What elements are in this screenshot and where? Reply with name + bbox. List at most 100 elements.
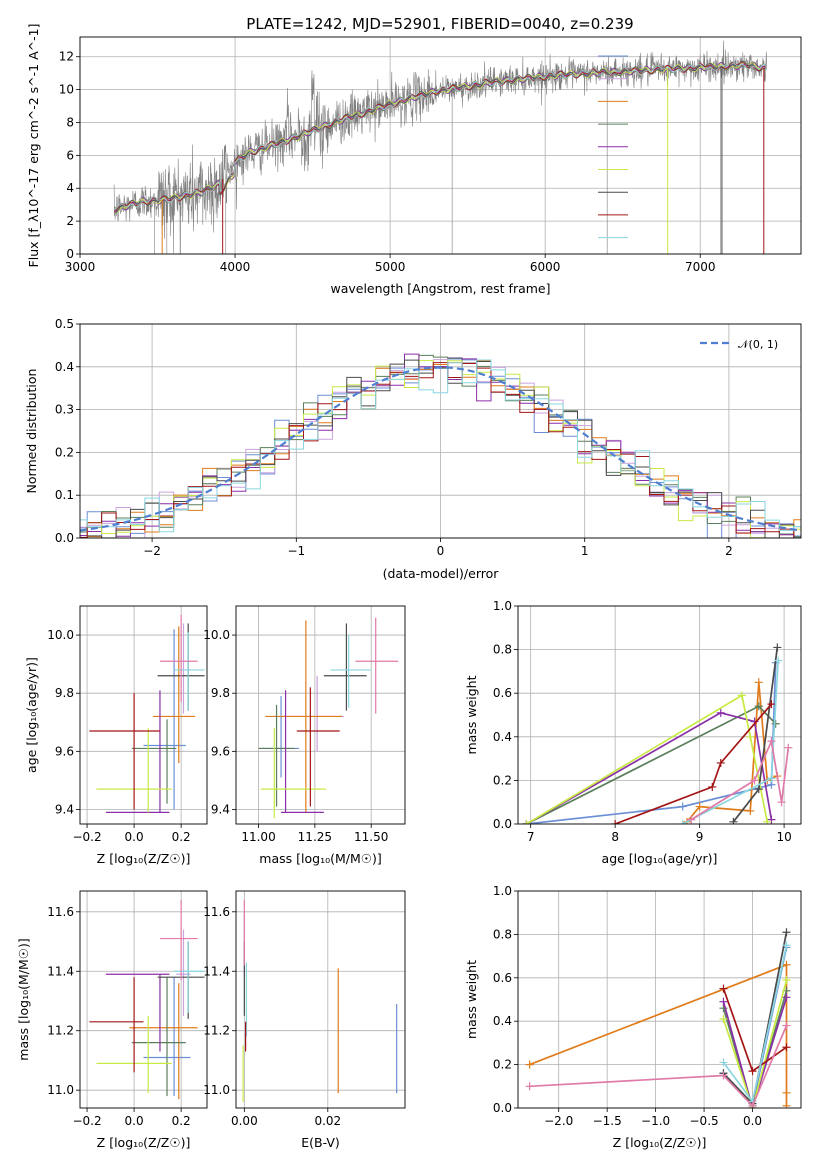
weight-marker <box>746 732 755 741</box>
y-tick-label: 11.0 <box>203 1083 230 1097</box>
weight-marker <box>695 802 704 811</box>
weight-line <box>529 1025 788 1108</box>
weight-marker <box>784 743 793 752</box>
weight-marker <box>522 820 531 824</box>
weight-line <box>614 703 773 824</box>
weight-marker <box>771 719 780 728</box>
errorbar-point <box>323 623 367 711</box>
x-tick-label: −1.0 <box>641 1114 670 1128</box>
weight-marker <box>782 928 791 937</box>
x-tick-label: 0.02 <box>314 1114 341 1128</box>
y-tick-label: 0.4 <box>493 1014 512 1028</box>
chart-age_vs_mass: 11.00 11.25 11.50 9.4 9.6 9.8 10.0 mass [log₁₀(… <box>203 605 406 866</box>
y-tick-label: 0.3 <box>55 403 74 417</box>
x-tick-label: 1 <box>581 544 589 558</box>
x-axis-label: E(B-V) <box>301 1135 340 1150</box>
x-axis-label: wavelength [Angstrom, rest frame] <box>330 281 550 296</box>
y-tick-label: 8 <box>66 115 74 129</box>
weight-marker <box>767 700 776 709</box>
chart-mass_weight_vs_Z: −2.0 −1.5 −1.0 −0.5 0.0 0.0 0.2 0.4 0.6 0.8 1.0 Z [… <box>464 884 802 1150</box>
weight-marker <box>748 1101 757 1108</box>
weight-marker <box>525 1060 534 1069</box>
errorbar-point <box>105 973 170 1052</box>
x-tick-label: 4000 <box>220 260 251 274</box>
chart-residuals: −2 −1 0 1 2 0.0 0.1 0.2 0.3 0.4 0.5 (data-model)/er… <box>24 317 802 581</box>
errorbar-point <box>129 983 198 1100</box>
y-axis-label: Flux [f_λ10^-17 erg cm^-2 s^-1 A^-1] <box>26 24 41 268</box>
y-tick-label: 11.2 <box>47 1024 74 1038</box>
x-tick-label: 0.2 <box>172 830 191 844</box>
weight-line <box>722 997 788 1108</box>
y-tick-label: 11.6 <box>47 905 74 919</box>
x-tick-label: −1.5 <box>593 1114 622 1128</box>
errorbar-point <box>355 617 399 714</box>
x-axis-label: Z [log₁₀(Z/Z☉)] <box>97 851 191 866</box>
residual-histogram <box>80 354 801 538</box>
weight-marker <box>525 1082 534 1091</box>
weight-marker <box>611 820 620 824</box>
weight-marker <box>719 1071 728 1080</box>
y-tick-label: 10.0 <box>203 628 230 642</box>
plot-area <box>113 40 767 254</box>
weight-marker <box>782 1088 791 1097</box>
errorbar-point <box>281 690 324 813</box>
weight-marker <box>782 1043 791 1052</box>
errorbar-point <box>89 693 160 810</box>
legend-label: 𝒩(0, 1) <box>738 338 778 351</box>
weight-marker <box>716 758 725 767</box>
y-axis-label: mass weight <box>464 960 479 1039</box>
x-tick-label: 0.0 <box>743 1114 762 1128</box>
x-tick-label: 3000 <box>65 260 96 274</box>
x-tick-label: −0.5 <box>690 1114 719 1128</box>
weight-marker <box>767 815 776 824</box>
weight-marker <box>754 785 763 794</box>
axes-frame <box>235 890 406 1109</box>
weight-marker <box>687 815 696 824</box>
y-tick-label: 11.4 <box>203 964 230 978</box>
errorbar-point <box>260 728 327 819</box>
y-tick-label: 0.5 <box>55 317 74 331</box>
x-tick-label: 7 <box>527 830 535 844</box>
y-tick-label: 0.2 <box>493 773 512 787</box>
weight-marker <box>763 817 772 824</box>
y-tick-label: 0.4 <box>493 730 512 744</box>
y-axis-label: Normed distribution <box>24 369 39 494</box>
y-tick-label: 0.8 <box>493 643 512 657</box>
plot-area <box>525 928 791 1108</box>
errorbar-point <box>89 977 144 1073</box>
y-tick-label: 0.2 <box>493 1058 512 1072</box>
y-tick-label: 9.6 <box>211 744 230 758</box>
y-tick-label: 11.6 <box>203 905 230 919</box>
weight-marker <box>754 702 763 711</box>
axes-frame <box>79 36 802 255</box>
errorbar-point <box>105 690 170 813</box>
weight-line <box>722 990 788 1108</box>
y-tick-label: 11.2 <box>203 1024 230 1038</box>
y-axis-label: mass weight <box>464 675 479 754</box>
weight-marker <box>719 1058 728 1067</box>
y-tick-label: 0.6 <box>493 686 512 700</box>
weight-marker <box>782 1021 791 1030</box>
y-tick-label: 0 <box>66 247 74 261</box>
plot-area <box>258 617 399 819</box>
y-tick-label: 0.0 <box>55 531 74 545</box>
x-tick-label: −0.2 <box>72 1114 101 1128</box>
weight-marker <box>708 782 717 791</box>
x-tick-label: −0.2 <box>72 830 101 844</box>
y-axis-label: mass [log₁₀(M/M☉)] <box>16 938 31 1060</box>
y-tick-label: 0.4 <box>55 360 74 374</box>
x-tick-label: −2 <box>143 544 161 558</box>
weight-marker <box>782 975 791 984</box>
weight-marker <box>777 798 786 807</box>
weight-marker <box>782 941 791 950</box>
errorbar-point <box>330 635 372 708</box>
x-tick-label: 0.0 <box>125 830 144 844</box>
y-tick-label: 6 <box>66 148 74 162</box>
spectrum-data-line <box>113 40 767 254</box>
weight-marker <box>748 1067 757 1076</box>
y-tick-label: 10 <box>59 83 74 97</box>
weight-marker <box>782 960 791 969</box>
x-tick-label: 0.00 <box>231 1114 258 1128</box>
errorbar-point <box>131 977 186 1097</box>
chart-spectrum: 3000 4000 5000 6000 7000 0 2 4 6 8 10 12 wavelength … <box>26 24 802 296</box>
